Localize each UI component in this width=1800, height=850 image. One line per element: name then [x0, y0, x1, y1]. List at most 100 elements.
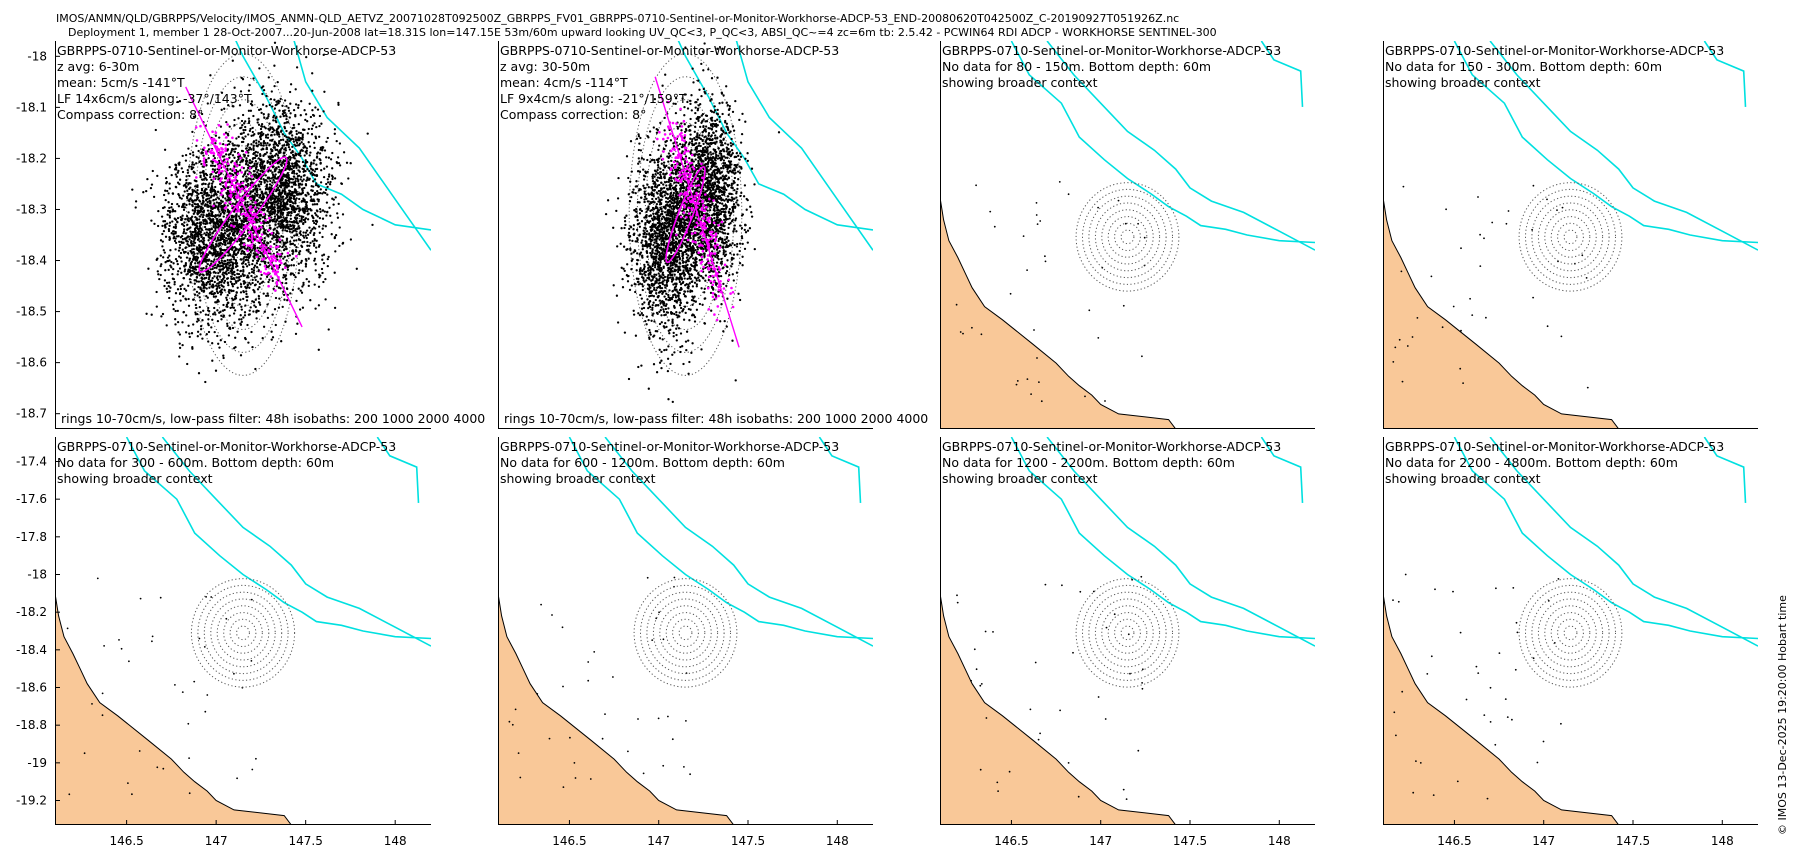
- velocity-point: [233, 156, 236, 159]
- velocity-point: [303, 109, 306, 112]
- velocity-point: [199, 311, 202, 314]
- velocity-point: [301, 180, 304, 183]
- velocity-point: [681, 150, 684, 153]
- velocity-point: [236, 227, 240, 230]
- velocity-point: [230, 239, 233, 242]
- velocity-point: [251, 181, 254, 185]
- velocity-point: [269, 162, 272, 166]
- velocity-point: [274, 148, 277, 151]
- velocity-point: [235, 281, 238, 284]
- velocity-point: [275, 129, 278, 132]
- velocity-point: [223, 248, 226, 252]
- velocity-point: [305, 160, 309, 164]
- velocity-point: [316, 193, 319, 196]
- velocity-point: [233, 118, 236, 122]
- velocity-point: [261, 216, 264, 219]
- velocity-point: [218, 218, 222, 221]
- velocity-point: [205, 252, 208, 256]
- velocity-point: [366, 132, 369, 135]
- velocity-point: [270, 208, 274, 211]
- velocity-point: [264, 179, 268, 182]
- velocity-point: [287, 109, 291, 112]
- velocity-point: [202, 200, 205, 203]
- velocity-point: [239, 283, 243, 286]
- velocity-point: [199, 223, 202, 226]
- velocity-point: [227, 283, 230, 287]
- velocity-point: [167, 268, 170, 272]
- velocity-point: [202, 182, 205, 185]
- velocity-point: [268, 103, 271, 107]
- lowpass-point: [267, 284, 270, 288]
- velocity-point: [195, 290, 199, 294]
- velocity-point: [160, 215, 164, 218]
- velocity-point: [285, 141, 288, 144]
- velocity-point: [272, 228, 275, 231]
- velocity-point: [246, 200, 249, 204]
- velocity-point: [225, 296, 228, 299]
- velocity-point: [229, 151, 233, 154]
- velocity-point: [283, 127, 287, 130]
- velocity-point: [270, 139, 274, 142]
- velocity-point: [223, 235, 226, 239]
- velocity-point: [226, 281, 230, 285]
- velocity-point: [212, 188, 216, 191]
- velocity-point: [170, 260, 173, 264]
- velocity-point: [312, 242, 316, 245]
- velocity-point: [298, 220, 302, 223]
- velocity-point: [688, 282, 691, 285]
- velocity-point: [222, 274, 225, 277]
- velocity-point: [197, 280, 201, 283]
- velocity-point: [156, 257, 159, 260]
- velocity-point: [326, 211, 329, 214]
- velocity-point: [234, 147, 237, 150]
- velocity-point: [190, 242, 193, 246]
- velocity-point: [244, 125, 247, 129]
- velocity-point: [287, 213, 290, 217]
- velocity-point: [260, 252, 263, 255]
- velocity-point: [657, 166, 660, 169]
- velocity-point: [248, 255, 251, 258]
- velocity-point: [258, 67, 261, 70]
- velocity-point: [285, 105, 288, 108]
- velocity-point: [242, 290, 246, 294]
- velocity-point: [257, 269, 260, 272]
- velocity-point: [296, 204, 299, 208]
- velocity-point: [273, 154, 277, 157]
- velocity-point: [227, 301, 230, 304]
- velocity-point: [301, 160, 305, 164]
- velocity-point: [167, 227, 171, 231]
- velocity-point: [249, 127, 252, 131]
- velocity-point: [656, 268, 659, 271]
- velocity-point: [178, 355, 181, 358]
- velocity-point: [294, 250, 298, 253]
- velocity-point: [192, 298, 195, 301]
- velocity-point: [288, 254, 292, 257]
- velocity-point: [149, 186, 153, 190]
- velocity-point: [734, 217, 738, 220]
- velocity-point: [309, 165, 312, 168]
- velocity-point: [262, 292, 265, 295]
- velocity-point: [217, 342, 220, 345]
- velocity-point: [253, 289, 256, 293]
- velocity-point: [258, 158, 262, 161]
- velocity-point: [230, 275, 233, 278]
- velocity-point: [279, 223, 282, 226]
- velocity-point: [271, 313, 274, 316]
- velocity-point: [263, 125, 266, 128]
- velocity-point: [194, 203, 198, 206]
- velocity-point: [218, 136, 221, 139]
- velocity-point: [292, 257, 295, 260]
- velocity-point: [259, 142, 263, 145]
- velocity-point: [229, 168, 232, 171]
- velocity-point: [709, 151, 712, 154]
- velocity-point: [251, 160, 254, 163]
- velocity-point: [192, 170, 195, 173]
- velocity-point: [273, 176, 276, 179]
- velocity-point: [190, 260, 194, 263]
- lowpass-point: [240, 171, 243, 174]
- velocity-point: [216, 319, 220, 323]
- velocity-point: [162, 256, 165, 259]
- velocity-point: [204, 313, 208, 316]
- velocity-point: [255, 204, 259, 207]
- velocity-point: [721, 101, 724, 104]
